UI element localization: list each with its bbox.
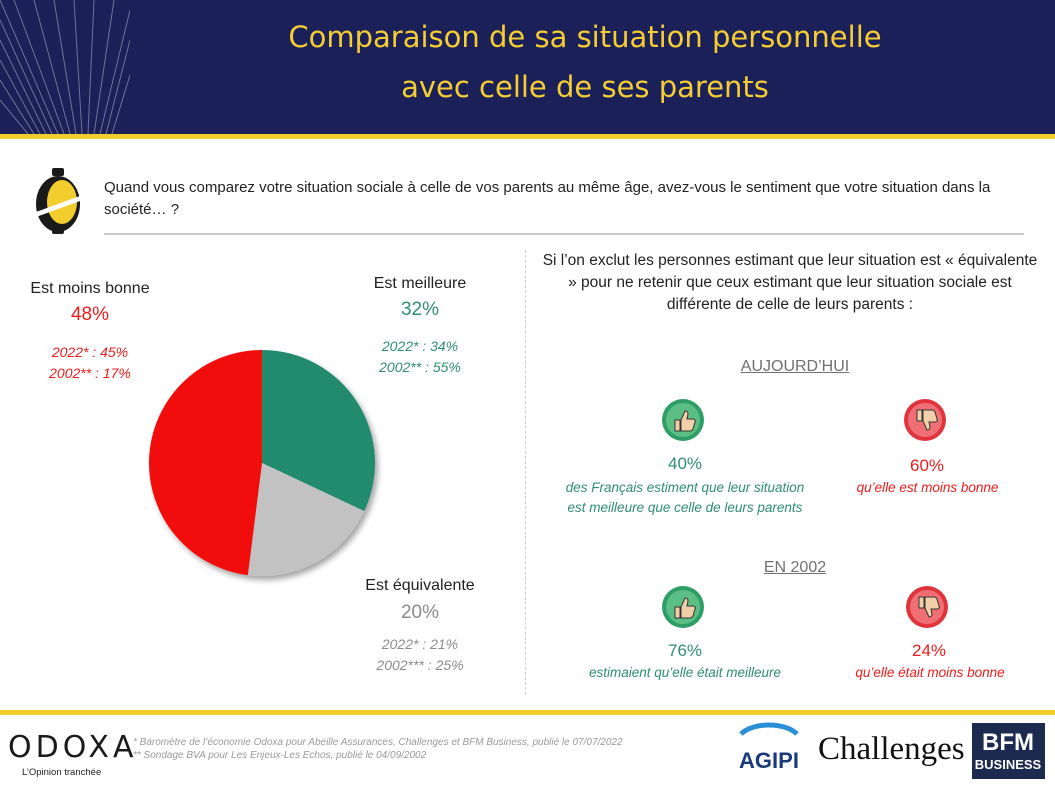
odoxa-logo: ODOXA [8, 730, 138, 765]
thumbs-down-icon [905, 585, 949, 629]
today-positive-pct: 40% [667, 454, 703, 473]
pie-slice-equivalent [247, 463, 365, 576]
survey-question: Quand vous comparez votre situation soci… [104, 179, 991, 218]
label-equivalent: Est équivalente [365, 577, 475, 594]
section-divider [525, 250, 526, 695]
thumbs-up-icon [661, 585, 705, 629]
history-better-2002: 2002** : 55% [379, 359, 461, 375]
question-underline [104, 233, 1024, 235]
decorative-sun-pattern [0, 0, 130, 134]
2002-positive-text: estimaient qu’elle était meilleure [588, 665, 782, 680]
pie-slice-better [262, 350, 375, 512]
header-accent-stripe [0, 134, 1055, 139]
page-title-line-1: Comparaison de sa situation personnelle [288, 20, 882, 54]
bfm-logo-text: BFM [982, 729, 1034, 756]
value-better: 32% [400, 299, 440, 320]
history-equivalent: 2022* : 21% 2002*** : 25% [345, 634, 495, 676]
history-equivalent-2022: 2022* : 21% [381, 636, 459, 652]
footnote-2: ** Sondage BVA pour Les Enjeux-Les Echos… [133, 750, 427, 761]
challenges-logo: Challenges [818, 731, 965, 767]
history-worse: 2022* : 45% 2002** : 17% [20, 342, 160, 384]
history-worse-2022: 2022* : 45% [51, 344, 129, 360]
value-worse: 48% [70, 304, 110, 325]
history-equivalent-2002: 2002*** : 25% [376, 657, 464, 673]
agipi-logo: AGIPI [739, 722, 799, 773]
business-logo-text: BUSINESS [975, 757, 1042, 772]
2002-positive-pct: 76% [667, 641, 703, 660]
pie-chart [148, 350, 375, 576]
footer-accent-stripe [0, 710, 1055, 715]
today-positive-line-2: est meilleure que celle de leurs parents [567, 500, 803, 515]
today-positive-line-1: des Français estiment que leur situation [565, 480, 805, 495]
today-positive-text: des Français estiment que leur situation… [540, 478, 830, 518]
today-negative-pct: 60% [909, 456, 945, 475]
thumbs-down-icon [903, 398, 947, 442]
page-title-line-2: avec celle de ses parents [401, 70, 769, 104]
2002-negative-pct: 24% [911, 641, 947, 660]
right-intro-text: Si l’on exclut les personnes estimant qu… [542, 252, 1038, 313]
label-better: Est meilleure [373, 275, 467, 292]
section-heading-today: AUJOURD’HUI [740, 358, 850, 375]
history-better: 2022* : 34% 2002** : 55% [350, 336, 490, 378]
history-worse-2002: 2002** : 17% [49, 365, 131, 381]
odoxa-tagline: L’Opinion tranchée [22, 767, 102, 778]
bfm-business-logo: BFM BUSINESS [972, 723, 1045, 779]
history-better-2022: 2022* : 34% [381, 338, 459, 354]
agipi-logo-text: AGIPI [739, 748, 799, 773]
header-banner: Comparaison de sa situation personnelle … [0, 0, 1055, 134]
value-equivalent: 20% [400, 602, 440, 623]
pie-slice-worse [148, 350, 262, 576]
2002-negative-text: qu’elle était moins bonne [855, 665, 1005, 680]
label-worse: Est moins bonne [30, 280, 150, 297]
section-heading-2002: EN 2002 [763, 559, 827, 576]
footnotes: * Baromètre de l’économie Odoxa pour Abe… [133, 736, 623, 762]
thumbs-up-icon [661, 398, 705, 442]
today-negative-text: qu’elle est moins bonne [856, 480, 999, 495]
odoxa-question-icon [36, 168, 80, 234]
footnote-1: * Baromètre de l’économie Odoxa pour Abe… [133, 737, 623, 748]
